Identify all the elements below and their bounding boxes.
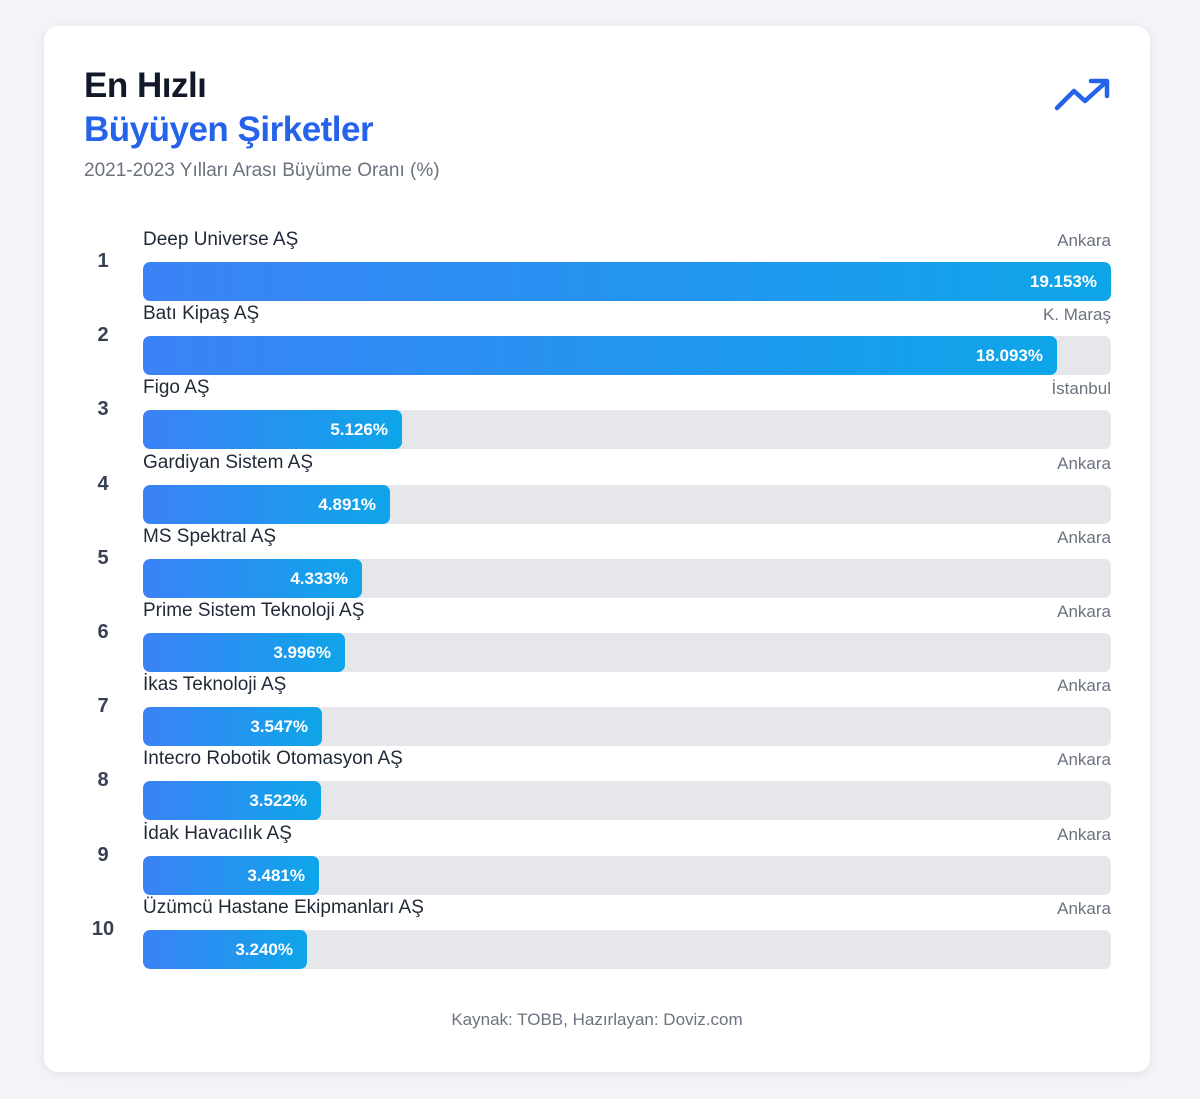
rank-label: 2	[97, 324, 109, 347]
chart-title-line1: En Hızlı	[84, 66, 207, 105]
trending-up-icon	[1054, 78, 1110, 111]
bar: 3.522%	[143, 781, 321, 821]
data-label: 3.996%	[273, 643, 331, 662]
chart-subtitle: 2021-2023 Yılları Arası Büyüme Oranı (%)	[84, 160, 440, 181]
bar-row: 4 Gardiyan Sistem AŞ Ankara 4.891%	[0, 449, 1200, 524]
bar: 3.481%	[143, 855, 319, 895]
rank-label: 9	[97, 843, 109, 866]
city-label: Ankara	[1057, 231, 1111, 250]
chart-card	[44, 26, 1150, 1072]
bar-row: 9 İdak Havacılık AŞ Ankara 3.481%	[0, 820, 1200, 895]
city-label: Ankara	[1057, 824, 1111, 844]
bar-row: 3 Figo AŞ İstanbul 5.126%	[0, 374, 1200, 450]
city-label: Ankara	[1057, 527, 1111, 547]
bar-row: 5 MS Spektral AŞ Ankara 4.333%	[0, 523, 1200, 598]
bar: 18.093%	[143, 336, 1057, 376]
category-label: Batı Kipaş AŞ	[143, 303, 260, 325]
bar-track: 3.522%	[143, 781, 1111, 821]
rank-label: 8	[97, 769, 109, 792]
category-label: Gardiyan Sistem AŞ	[143, 451, 314, 473]
rank-label: 7	[97, 695, 109, 718]
data-label: 18.093%	[975, 346, 1043, 366]
bar-track: 4.333%	[143, 558, 1111, 598]
bar-track: 18.093%	[143, 336, 1111, 376]
bar-track: 3.481%	[143, 855, 1111, 895]
data-label: 3.547%	[250, 717, 308, 737]
source-note: Kaynak: TOBB, Hazırlayan: Doviz.com	[451, 1010, 743, 1029]
city-label: Ankara	[1057, 453, 1111, 473]
category-label: Prime Sistem Teknoloji AŞ	[143, 600, 365, 621]
category-label: İkas Teknoloji AŞ	[143, 674, 287, 696]
rank-label: 4	[97, 472, 109, 495]
city-label: Ankara	[1057, 676, 1111, 696]
bar-track: 3.996%	[143, 633, 1111, 672]
rank-label: 1	[97, 250, 109, 272]
bar: 4.333%	[143, 558, 362, 598]
bar: 3.547%	[143, 707, 322, 747]
bar: 3.996%	[143, 633, 345, 672]
data-label: 3.522%	[249, 791, 307, 811]
category-label: Deep Universe AŞ	[143, 229, 299, 250]
bar-track: 5.126%	[143, 410, 1111, 450]
data-label: 4.891%	[318, 494, 376, 514]
data-label: 4.333%	[290, 568, 348, 588]
rank-label: 6	[97, 621, 109, 643]
bar-track: 3.547%	[143, 707, 1111, 747]
bar-track: 3.240%	[143, 929, 1111, 969]
bar-row: 7 İkas Teknoloji AŞ Ankara 3.547%	[0, 671, 1200, 747]
city-label: Ankara	[1057, 898, 1111, 918]
data-label: 19.153%	[1029, 272, 1097, 291]
bar-row: 2 Batı Kipaş AŞ K. Maraş 18.093%	[0, 300, 1200, 376]
bar: 5.126%	[143, 410, 402, 450]
chart-title-line2: Büyüyen Şirketler	[84, 110, 374, 149]
category-label: Figo AŞ	[143, 377, 210, 399]
rank-label: 10	[91, 917, 115, 940]
bar-row: 1 Deep Universe AŞ Ankara 19.153%	[0, 226, 1200, 301]
data-label: 5.126%	[330, 420, 388, 440]
rank-label: 3	[97, 398, 109, 421]
bar-track: 19.153%	[143, 262, 1111, 301]
bar: 3.240%	[143, 929, 307, 969]
city-label: Ankara	[1057, 602, 1111, 621]
bar: 4.891%	[143, 484, 390, 524]
bar-row: 10 Üzümcü Hastane Ekipmanları AŞ Ankara 3.2…	[0, 894, 1200, 969]
city-label: Ankara	[1057, 750, 1111, 770]
category-label: Intecro Robotik Otomasyon AŞ	[143, 748, 403, 770]
category-label: MS Spektral AŞ	[143, 525, 277, 547]
data-label: 3.481%	[247, 865, 305, 885]
city-label: K. Maraş	[1042, 305, 1111, 325]
bar: 19.153%	[143, 262, 1111, 301]
category-label: Üzümcü Hastane Ekipmanları AŞ	[143, 896, 424, 918]
rank-label: 5	[97, 546, 109, 569]
bar-track: 4.891%	[143, 484, 1111, 524]
data-label: 3.240%	[235, 939, 293, 959]
city-label: İstanbul	[1051, 379, 1111, 399]
category-label: İdak Havacılık AŞ	[143, 822, 292, 844]
bar-row: 8 Intecro Robotik Otomasyon AŞ Ankara 3.522…	[0, 745, 1200, 821]
bar-row: 6 Prime Sistem Teknoloji AŞ Ankara 3.996%	[0, 597, 1200, 672]
